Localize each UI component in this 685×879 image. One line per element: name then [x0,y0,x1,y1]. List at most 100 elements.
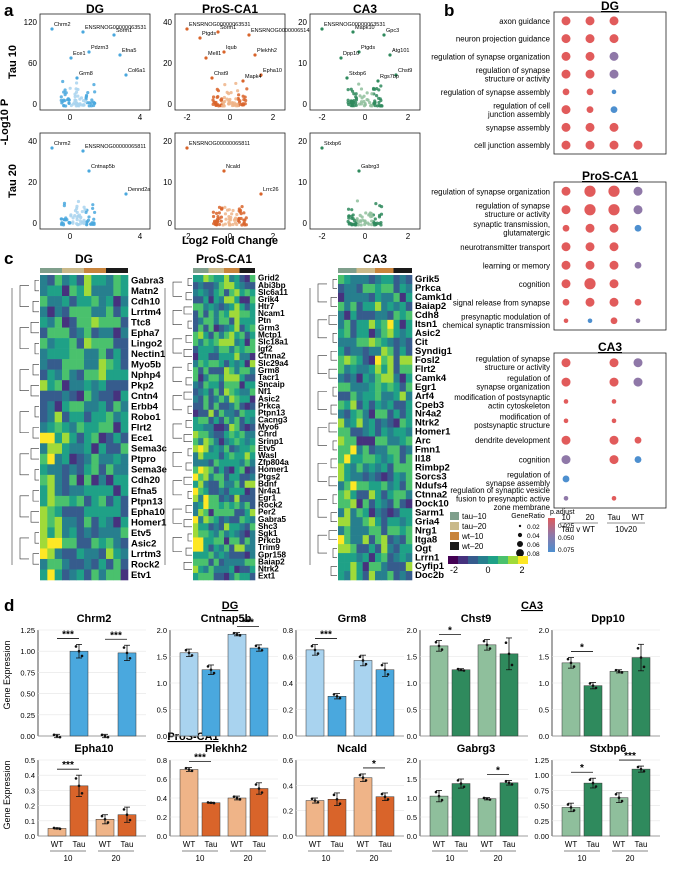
heatmap-gene-label: Cdh8 [415,310,439,321]
heatmap-dendrogram [330,512,337,522]
go-term-label: dendrite development [475,436,551,445]
bar-point [572,665,576,668]
heatmap-cell [198,459,204,467]
heatmap-cell [120,495,129,507]
heatmap-cell [106,537,114,549]
heatmap-cell [249,544,256,552]
heatmap-cell [69,558,77,570]
bar-ytick: 1.0 [407,794,417,803]
heatmap-cell [244,289,251,297]
heatmap-cell [120,527,129,539]
heatmap-cell [381,382,388,392]
heatmap-cell [350,427,357,437]
heatmap-gene-label: Slc29a4 [258,359,289,368]
heatmap-cell [244,282,251,290]
heatmap-gene-label: Sarm1 [415,507,445,518]
heatmap-cell [393,445,400,455]
heatmap-cell [381,544,388,554]
volcano-point [346,219,350,224]
heatmap-cell [356,427,363,437]
heatmap-cell [229,530,235,538]
heatmap-cell [213,296,220,304]
volcano-point [227,222,232,226]
heatmap-cell [249,445,256,453]
heatmap-cell [193,473,199,481]
volcano-gene-label: Ncald [226,164,240,170]
volcano-gene-label: Atg101 [392,48,409,54]
heatmap-gene-label: Gabra5 [258,515,287,524]
heatmap-dendrogram [19,537,29,560]
heatmap-cell [218,565,225,574]
bar-point [55,734,59,738]
bar-point [459,782,463,785]
heatmap-cell [338,472,345,482]
go-dot [587,318,593,324]
heatmap-cell [393,427,400,437]
volcano-gene-label: Plekhh2 [257,48,277,54]
heatmap-cell [229,402,235,411]
heatmap-cell [76,443,85,455]
heatmap-cell [405,427,413,437]
heatmap-cell [84,516,92,528]
heatmap-cell [362,553,370,563]
volcano-gene-label: Rgs7bp [380,74,399,80]
heatmap-cell [234,282,240,290]
heatmap-cell [239,338,245,347]
heatmap-cell [84,474,92,486]
volcano-point [243,223,247,227]
heatmap-cell [208,487,214,496]
heatmap-cell [91,453,99,465]
bar-rect [305,649,325,737]
heatmap-cell [193,275,199,283]
bar-point [103,734,107,738]
volcano-gene-label: Mell1 [208,51,221,57]
heatmap-cell [239,473,245,481]
heatmap-cell [405,400,413,410]
heatmap-cell [224,509,230,517]
heatmap-cell [381,283,388,294]
heatmap-cell [213,324,220,333]
go-dot [561,455,571,465]
bar-rect [179,769,199,837]
heatmap-cell [393,328,400,339]
heatmap-cell [76,495,85,507]
heatmap-cell [249,416,256,425]
heatmap-cell [113,306,121,318]
heatmap-cell [98,537,107,549]
bar-ytick: 0.3 [25,786,35,795]
heatmap-cell [375,346,382,357]
heatmap-cell [213,402,220,411]
heatmap-cell [76,275,85,286]
heatmap-cell [356,481,363,491]
heatmap-cell [362,499,370,509]
volcano-point [74,87,78,91]
heatmap-gene-label: Grm3 [258,323,280,332]
heatmap-cell [375,337,382,348]
heatmap-cell [113,537,121,549]
heatmap-cell [120,569,129,581]
heatmap-cell [193,558,199,567]
bar-point [260,648,264,652]
heatmap-cell [338,526,345,536]
heatmap-cell [224,544,230,552]
heatmap-dendrogram [332,494,337,505]
go-dot [561,358,571,368]
heatmap-cell [381,454,388,464]
volcano-point [62,201,67,205]
heatmap-cell [218,516,225,524]
heatmap-cell [198,565,204,574]
heatmap-cell [229,537,235,545]
heatmap-cell [368,319,376,330]
heatmap-cell [239,353,245,361]
heatmap-cell [393,454,400,464]
heatmap-cell [362,319,370,330]
go-dot [609,435,619,445]
heatmap-cell [405,535,413,545]
heatmap-cell [98,453,107,465]
volcano-highlight-point [81,30,85,34]
heatmap-cell [106,422,114,434]
heatmap-dendrogram [30,322,39,334]
heatmap-cell [208,544,214,552]
heatmap-cell [120,453,129,465]
heatmap-cell [208,509,214,517]
